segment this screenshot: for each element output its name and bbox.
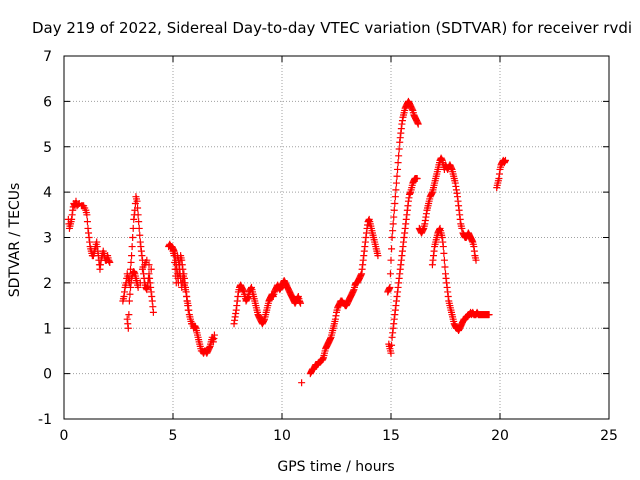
data-point [390, 213, 398, 221]
data-point [414, 120, 422, 128]
series-arc-d [230, 277, 305, 328]
data-point [440, 256, 448, 264]
y-tick-label: -1 [38, 412, 52, 428]
data-point [128, 243, 136, 251]
data-point [172, 272, 180, 280]
data-point [136, 279, 144, 287]
data-point [134, 211, 142, 219]
data-point [127, 258, 135, 266]
series-arc-g2 [428, 224, 493, 335]
data-point [387, 256, 395, 264]
data-point [124, 324, 132, 332]
data-point [393, 172, 401, 180]
series-arc-a [64, 197, 114, 273]
series-arc-f2 [385, 175, 421, 357]
data-point [392, 186, 400, 194]
y-tick-label: 7 [43, 49, 52, 65]
data-point [391, 193, 399, 201]
data-point [391, 199, 399, 207]
data-point [386, 270, 394, 278]
x-tick-label: 15 [382, 428, 400, 444]
data-point [83, 218, 91, 226]
series-arc-b [119, 193, 157, 316]
data-point [106, 258, 114, 266]
series-arc-b2 [123, 256, 155, 332]
data-point [388, 234, 396, 241]
data-point [485, 311, 493, 319]
data-point [147, 265, 155, 273]
y-axis-label: SDTVAR / TECUs [7, 183, 23, 298]
y-tick-label: 3 [43, 231, 52, 247]
x-tick-label: 0 [60, 428, 69, 444]
data-point [145, 261, 153, 269]
data-points [64, 97, 509, 387]
data-point [388, 245, 396, 253]
series-arc-f [384, 97, 422, 296]
series-arc-e [298, 215, 382, 387]
data-point [458, 224, 466, 232]
data-point [501, 156, 509, 164]
data-point [184, 306, 192, 314]
data-point [135, 224, 143, 232]
data-point [134, 204, 142, 212]
y-tick-label: 4 [43, 185, 52, 201]
x-tick-label: 5 [169, 428, 178, 444]
series-arc-c [165, 240, 218, 357]
axis-ticks: 0 5 10 15 20 25 -1 0 1 2 3 4 5 6 7 [38, 49, 618, 444]
data-point [298, 379, 306, 387]
data-point [388, 341, 396, 349]
data-point [129, 234, 137, 241]
data-point [387, 349, 395, 357]
data-point [136, 231, 144, 239]
x-tick-label: 10 [273, 428, 291, 444]
data-point [395, 145, 403, 153]
data-point [440, 249, 448, 257]
data-point [125, 297, 133, 305]
data-point [135, 218, 143, 226]
data-point [390, 206, 398, 214]
data-point [171, 258, 179, 266]
data-point [389, 227, 397, 235]
data-point [125, 311, 133, 319]
series-arc-c2 [169, 247, 192, 314]
data-point [392, 179, 400, 187]
data-point [394, 159, 402, 167]
series-arc-g3 [459, 229, 480, 264]
data-point [389, 220, 397, 228]
y-tick-label: 0 [43, 367, 52, 383]
x-tick-label: 25 [600, 428, 618, 444]
data-point [149, 308, 157, 316]
y-tick-label: 2 [43, 276, 52, 292]
data-point [386, 283, 394, 291]
data-point [374, 252, 382, 260]
data-point [441, 263, 449, 271]
data-point [297, 299, 305, 307]
data-point [210, 331, 218, 339]
gridlines [64, 56, 609, 419]
x-axis-label: GPS time / hours [277, 459, 394, 475]
data-point [413, 175, 421, 183]
data-point [138, 265, 146, 273]
series-arc-g [415, 154, 466, 237]
data-point [394, 165, 402, 173]
y-tick-label: 6 [43, 94, 52, 110]
y-tick-label: 1 [43, 321, 52, 337]
data-point [395, 152, 403, 160]
series-arc-h [493, 156, 509, 192]
data-point [83, 211, 91, 219]
x-tick-label: 20 [491, 428, 509, 444]
data-point [439, 243, 447, 251]
data-point [128, 252, 136, 260]
data-point [133, 197, 141, 205]
data-point [143, 256, 151, 264]
data-point [129, 224, 137, 232]
data-point [134, 283, 142, 291]
data-point [74, 201, 82, 209]
y-tick-label: 5 [43, 140, 52, 156]
data-point [126, 290, 134, 298]
chart-title: Day 219 of 2022, Sidereal Day-to-day VTE… [32, 19, 632, 37]
data-point [472, 256, 480, 264]
